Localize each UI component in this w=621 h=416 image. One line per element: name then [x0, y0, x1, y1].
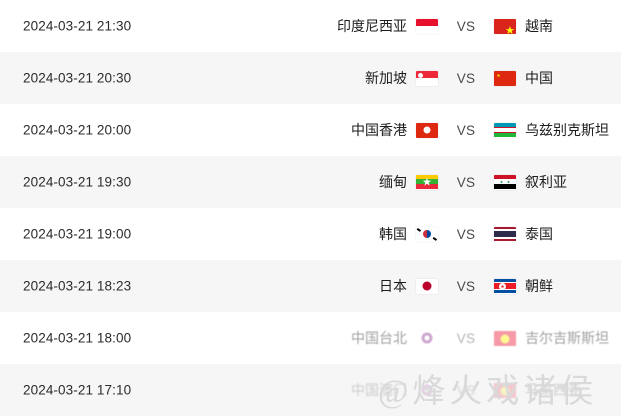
- home-team: 中国香港: [290, 120, 438, 140]
- home-team: 韩国: [290, 224, 438, 244]
- home-team: 缅甸: [290, 172, 438, 192]
- away-team: 乌兹别克斯坦: [494, 120, 609, 140]
- vs-label: VS: [456, 226, 476, 242]
- home-team: 印度尼西亚: [290, 16, 438, 36]
- myanmar-flag-icon: [416, 174, 438, 190]
- home-team-name: 中国澳门: [351, 382, 407, 398]
- home-team-name: 印度尼西亚: [337, 18, 407, 34]
- table-row[interactable]: 2024-03-21 21:30 印度尼西亚 VS ★ 越南: [0, 0, 621, 52]
- match-fixture: 中国香港 VS 乌兹别克斯坦: [290, 120, 609, 140]
- hong-kong-flag-icon: [416, 122, 438, 138]
- table-row[interactable]: 2024-03-21 19:00 韩国 VS 泰国: [0, 208, 621, 260]
- away-team-name: 泰国: [525, 226, 553, 242]
- vs-label: VS: [456, 122, 476, 138]
- away-team-name: 吉尔吉斯斯坦: [525, 330, 609, 346]
- away-team-name: 中国: [525, 70, 553, 86]
- china-flag-icon: [494, 70, 516, 86]
- match-fixture: 新加坡 VS 中国: [290, 68, 609, 88]
- match-time: 2024-03-21 17:10: [23, 382, 132, 398]
- home-team-name: 中国台北: [351, 330, 407, 346]
- vs-label: VS: [456, 174, 476, 190]
- vs-label: VS: [456, 70, 476, 86]
- south-korea-flag-icon: [416, 226, 438, 242]
- uzbekistan-flag-icon: [494, 122, 516, 138]
- japan-flag-icon: [416, 278, 438, 294]
- vietnam-flag-icon: ★: [494, 18, 516, 34]
- table-row[interactable]: 2024-03-21 18:00 中国台北 VS 吉尔吉斯斯坦: [0, 312, 621, 364]
- match-fixture: 印度尼西亚 VS ★ 越南: [290, 16, 609, 36]
- away-team: 吉尔吉斯斯坦: [494, 328, 609, 348]
- match-fixture: 缅甸 VS 叙利亚: [290, 172, 609, 192]
- home-team-name: 韩国: [379, 226, 407, 242]
- indonesia-flag-icon: [416, 18, 438, 34]
- match-time: 2024-03-21 20:30: [23, 70, 132, 86]
- away-team-name: 越南: [525, 18, 553, 34]
- match-fixture: 中国台北 VS 吉尔吉斯斯坦: [290, 328, 609, 348]
- match-time: 2024-03-21 19:30: [23, 174, 132, 190]
- away-team-name: 朝鲜: [525, 278, 553, 294]
- away-team: ★ 越南: [494, 16, 609, 36]
- home-team-name: 新加坡: [365, 70, 407, 86]
- syria-flag-icon: [494, 174, 516, 190]
- home-team: 日本: [290, 276, 438, 296]
- away-team: 中国: [494, 68, 609, 88]
- vs-label: VS: [456, 278, 476, 294]
- away-team-name: 叙利亚: [525, 174, 567, 190]
- away-team: 泰国: [494, 224, 609, 244]
- thailand-flag-icon: [494, 226, 516, 242]
- away-team: 马来西亚: [494, 380, 609, 400]
- vs-label: VS: [456, 382, 476, 398]
- table-row[interactable]: 2024-03-21 20:30 新加坡 VS 中国: [0, 52, 621, 104]
- table-row[interactable]: 2024-03-21 19:30 缅甸 VS 叙利亚: [0, 156, 621, 208]
- home-team: 新加坡: [290, 68, 438, 88]
- match-time: 2024-03-21 21:30: [23, 18, 132, 34]
- match-fixture: 韩国 VS 泰国: [290, 224, 609, 244]
- match-time: 2024-03-21 19:00: [23, 226, 132, 242]
- home-team: 中国台北: [290, 328, 438, 348]
- table-row[interactable]: 2024-03-21 17:10 中国澳门 VS 马来西亚: [0, 364, 621, 416]
- away-team: 朝鲜: [494, 276, 609, 296]
- match-time: 2024-03-21 18:00: [23, 330, 132, 346]
- home-team-name: 缅甸: [379, 174, 407, 190]
- match-fixture: 日本 VS 朝鲜: [290, 276, 609, 296]
- singapore-flag-icon: [416, 70, 438, 86]
- home-team: 中国澳门: [290, 380, 438, 400]
- north-korea-flag-icon: [494, 278, 516, 294]
- vs-label: VS: [456, 330, 476, 346]
- table-row[interactable]: 2024-03-21 18:23 日本 VS 朝鲜: [0, 260, 621, 312]
- home-team-name: 中国香港: [351, 122, 407, 138]
- table-row[interactable]: 2024-03-21 20:00 中国香港 VS 乌兹别克斯坦: [0, 104, 621, 156]
- match-fixture: 中国澳门 VS 马来西亚: [290, 380, 609, 400]
- match-time: 2024-03-21 20:00: [23, 122, 132, 138]
- chinese-taipei-flag-icon: [416, 330, 438, 346]
- away-team: 叙利亚: [494, 172, 609, 192]
- home-team-name: 日本: [379, 278, 407, 294]
- malaysia-flag-icon: [494, 382, 516, 398]
- away-team-name: 乌兹别克斯坦: [525, 122, 609, 138]
- macau-flag-icon: [416, 382, 438, 398]
- away-team-name: 马来西亚: [525, 382, 581, 398]
- match-time: 2024-03-21 18:23: [23, 278, 132, 294]
- vs-label: VS: [456, 18, 476, 34]
- kyrgyzstan-flag-icon: [494, 330, 516, 346]
